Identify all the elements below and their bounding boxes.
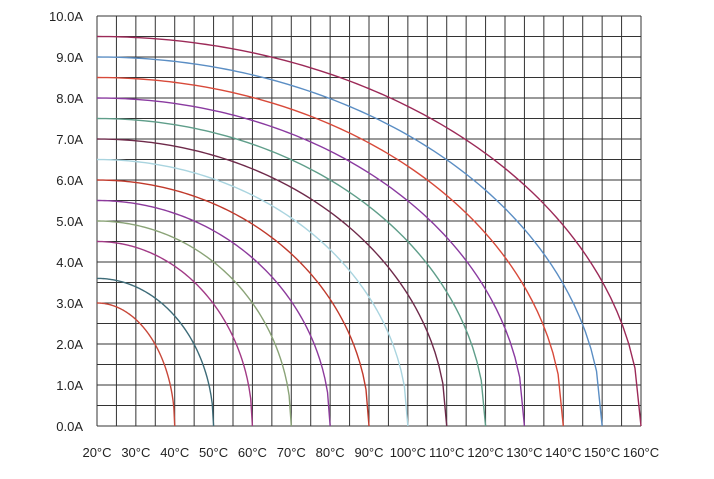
series-curve-9	[96, 117, 487, 427]
series-curve-8	[96, 138, 448, 427]
y-tick-label: 1.0A	[56, 378, 83, 393]
y-tick-label: 7.0A	[56, 132, 83, 147]
x-tick-label: 110°C	[429, 445, 464, 460]
y-tick-label: 3.0A	[56, 296, 83, 311]
series-curve-6	[96, 179, 370, 427]
x-axis-tick-labels: 20°C 30°C 40°C 50°C 60°C 70°C 80°C 90°C 100°C 110…	[82, 445, 659, 460]
x-tick-label: 90°C	[354, 445, 383, 460]
chart-grid	[96, 15, 642, 427]
y-tick-label: 8.0A	[56, 91, 83, 106]
y-axis-tick-labels: 0.0A 1.0A 2.0A 3.0A 4.0A 5.0A 6.0A 7.0A 8.0A 9.0A…	[49, 9, 83, 434]
series-curve-10	[96, 97, 526, 427]
series-curve-5	[96, 199, 331, 427]
series-curve-11	[96, 76, 564, 427]
x-tick-label: 120°C	[467, 445, 503, 460]
x-tick-label: 160°C	[623, 445, 659, 460]
x-tick-label: 140°C	[545, 445, 581, 460]
y-tick-label: 5.0A	[56, 214, 83, 229]
y-tick-label: 6.0A	[56, 173, 83, 188]
y-tick-label: 9.0A	[56, 50, 83, 65]
x-tick-label: 30°C	[121, 445, 150, 460]
x-tick-label: 80°C	[316, 445, 345, 460]
series-curve-7	[96, 158, 409, 427]
y-tick-label: 10.0A	[49, 9, 83, 24]
x-tick-label: 20°C	[82, 445, 111, 460]
x-tick-label: 70°C	[277, 445, 306, 460]
x-tick-label: 130°C	[506, 445, 542, 460]
x-tick-label: 150°C	[584, 445, 620, 460]
y-tick-label: 2.0A	[56, 337, 83, 352]
y-tick-label: 4.0A	[56, 255, 83, 270]
chart-curves	[96, 35, 642, 427]
y-tick-label: 0.0A	[56, 419, 83, 434]
series-curve-4	[96, 220, 292, 427]
series-curve-1	[96, 302, 176, 427]
series-curve-12	[96, 56, 603, 427]
series-curve-3	[96, 240, 254, 427]
series-curve-2	[96, 277, 215, 427]
x-tick-label: 40°C	[160, 445, 189, 460]
x-tick-label: 50°C	[199, 445, 228, 460]
x-tick-label: 100°C	[390, 445, 426, 460]
series-curve-13	[96, 35, 642, 427]
x-tick-label: 60°C	[238, 445, 267, 460]
